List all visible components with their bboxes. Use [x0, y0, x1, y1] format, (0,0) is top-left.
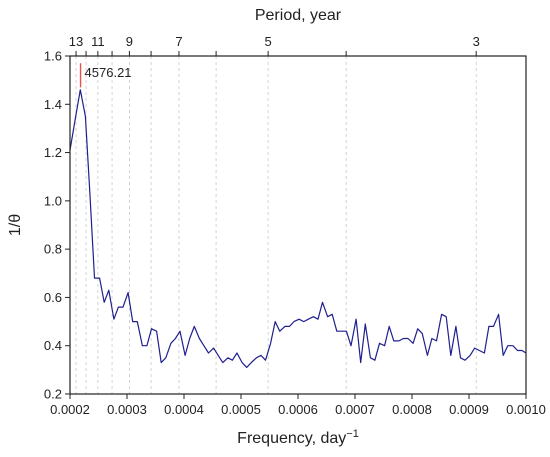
- x-axis-title-main: Frequency, day: [237, 430, 346, 447]
- x-tick-label: 0.0008: [392, 402, 432, 417]
- top-tick-label: 5: [264, 34, 271, 49]
- plot-frame: [69, 55, 527, 395]
- series-layer: [69, 89, 527, 368]
- top-tick-label: 13: [69, 34, 83, 49]
- x-tick-label: 0.0005: [221, 402, 261, 417]
- x-tick-label: 0.0004: [164, 402, 204, 417]
- series-line: [69, 89, 527, 368]
- peak-label: 4576.21: [85, 65, 132, 80]
- y-tick-label: 1.4: [44, 97, 62, 112]
- x-tick-label: 0.0002: [50, 402, 90, 417]
- x-tick-label: 0.0007: [335, 402, 375, 417]
- x-tick-label: 0.0003: [107, 402, 147, 417]
- top-axis-title: Period, year: [255, 7, 342, 24]
- y-axis-ticks: 0.2 0.4 0.6 0.8 1.0 1.2 1.4 1.6: [44, 49, 70, 402]
- y-tick-label: 1.0: [44, 193, 62, 208]
- top-tick-label: 3: [473, 34, 480, 49]
- x-tick-label: 0.0009: [449, 402, 489, 417]
- top-tick-label: 11: [91, 34, 105, 49]
- y-tick-label: 1.6: [44, 49, 62, 64]
- x-tick-label: 0.0010: [506, 402, 546, 417]
- y-tick-label: 0.4: [44, 338, 62, 353]
- x-axis-title: Frequency, day−1: [237, 428, 359, 447]
- x-axis-title-superscript: −1: [346, 428, 359, 440]
- top-tick-label: 9: [126, 34, 133, 49]
- y-axis-title: 1/θ: [7, 214, 24, 236]
- y-tick-label: 0.6: [44, 290, 62, 305]
- y-tick-label: 0.8: [44, 242, 62, 257]
- y-tick-label: 0.2: [44, 387, 62, 402]
- top-tick-label: 7: [175, 34, 182, 49]
- top-axis-ticks: 13 11 9 7 5 3: [69, 34, 480, 56]
- annotation-layer: 4576.21: [79, 63, 132, 88]
- x-tick-label: 0.0006: [278, 402, 318, 417]
- x-axis-ticks: 0.0002 0.0003 0.0004 0.0005 0.0006 0.0007 0.00…: [50, 394, 546, 417]
- y-tick-label: 1.2: [44, 145, 62, 160]
- grid-layer: [75, 56, 477, 394]
